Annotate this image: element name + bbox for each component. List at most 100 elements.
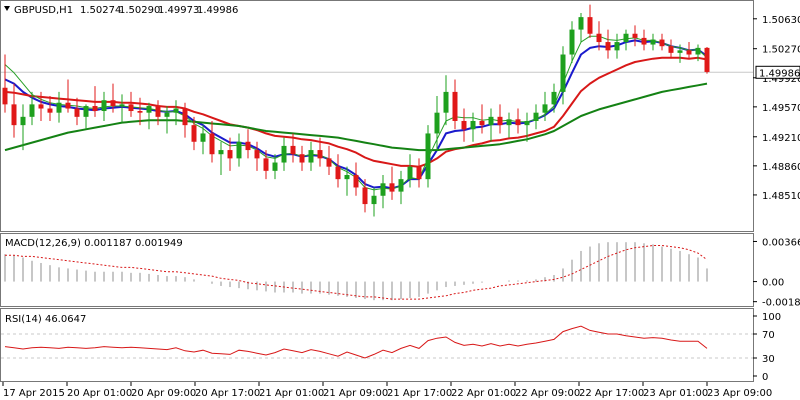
rsi-axis-label: 70 [762,330,775,341]
bear-candle [65,102,71,109]
bear-candle [335,166,341,180]
bear-candle [191,125,197,142]
time-axis-label: 20 Apr 01:00 [67,388,132,399]
macd-signal-line [5,245,708,300]
bull-candle [434,112,440,134]
bear-candle [299,154,305,163]
rsi-series [1,325,753,359]
bear-candle [452,91,458,121]
macd-axis-label: 0.00 [762,278,784,289]
bull-candle [560,54,566,92]
bull-candle [623,33,629,43]
ohlc-high: 1.50290 [119,5,160,16]
bear-candle [632,33,638,38]
bull-candle [119,104,125,107]
price-axis-label: 1.49210 [762,133,800,144]
rsi-axis-label: 0 [762,372,768,383]
time-axis-label: 22 Apr 17:00 [579,388,644,399]
current-price-label: 1.49986 [759,68,800,79]
bull-candle [551,91,557,105]
time-axis-label: 21 Apr 17:00 [387,388,452,399]
bear-candle [74,108,80,117]
bear-candle [587,17,593,34]
bear-candle [128,104,134,112]
bull-candle [578,17,584,30]
collapse-triangle-icon [4,6,10,11]
time-axis-label: 22 Apr 09:00 [515,388,580,399]
bull-candle [650,39,656,45]
ohlc-open: 1.50274 [80,5,121,16]
bear-candle [479,120,485,126]
bull-candle [533,112,539,121]
rsi-line [4,325,708,359]
bull-candle [380,183,386,196]
bear-candle [668,46,674,53]
bear-candle [2,87,8,105]
bear-candle [110,100,116,107]
time-axis-label: 17 Apr 2015 [3,388,65,399]
bull-candle [470,120,476,130]
bull-candle [173,108,179,113]
price-axis-label: 1.49570 [762,103,800,114]
bull-candle [614,42,620,51]
price-panel [0,0,754,232]
bull-candle [695,47,701,55]
bull-candle [569,29,575,55]
bull-candle [542,104,548,113]
bull-candle [488,116,494,126]
time-axis-label: 20 Apr 09:00 [131,388,196,399]
bear-candle [605,42,611,51]
macd-title: MACD(12,26,9) 0.001187 0.001949 [5,238,183,249]
bull-candle [506,119,512,126]
bull-candle [146,106,152,113]
ohlc-low: 1.49973 [158,5,199,16]
bear-candle [227,150,233,159]
bear-candle [254,150,260,159]
price-axis-label: 1.50630 [762,15,800,26]
bull-candle [29,104,35,117]
time-axis-label: 21 Apr 09:00 [323,388,388,399]
bear-candle [641,37,647,45]
bear-candle [137,111,143,113]
rsi-panel [0,308,754,382]
bull-candle [272,162,278,171]
bear-candle [38,104,44,109]
time-axis-label: 22 Apr 01:00 [451,388,516,399]
bull-candle [164,112,170,117]
bull-candle [200,133,206,142]
current-price-tag: 1.49986 [755,65,800,79]
price-axis-label: 1.48860 [762,162,800,173]
macd-panel [0,233,754,307]
bear-candle [659,39,665,47]
bear-candle [461,120,467,130]
bull-candle [281,145,287,163]
bear-candle [326,158,332,167]
bull-candle [407,166,413,180]
bear-candle [704,47,710,72]
bull-candle [443,91,449,113]
bear-candle [11,104,17,126]
chart-header: GBPUSD,H1 1.50274 1.50290 1.49973 1.4998… [4,5,238,16]
time-axis-label: 20 Apr 17:00 [195,388,260,399]
bull-candle [101,100,107,112]
y-axis-tick-labels: 1.50630 1.50270 1.49920 1.49570 1.49210 1.488… [753,15,800,383]
time-axis-label: 23 Apr 01:00 [643,388,708,399]
rsi-title: RSI(14) 46.0647 [5,314,86,325]
bear-candle [245,141,251,151]
bull-candle [308,150,314,163]
bear-candle [155,106,161,117]
time-axis-label: 23 Apr 09:00 [707,388,772,399]
bull-candle [218,150,224,155]
macd-axis-label: 0.003666 [762,237,800,248]
bull-candle [344,174,350,180]
ma-line-ema_mid [4,56,708,168]
bull-candle [236,141,242,159]
bear-candle [209,133,215,155]
bear-candle [263,158,269,171]
bull-candle [56,102,62,113]
macd-axis-label: -0.001836 [762,298,800,309]
bear-candle [596,33,602,43]
bear-candle [362,187,368,205]
